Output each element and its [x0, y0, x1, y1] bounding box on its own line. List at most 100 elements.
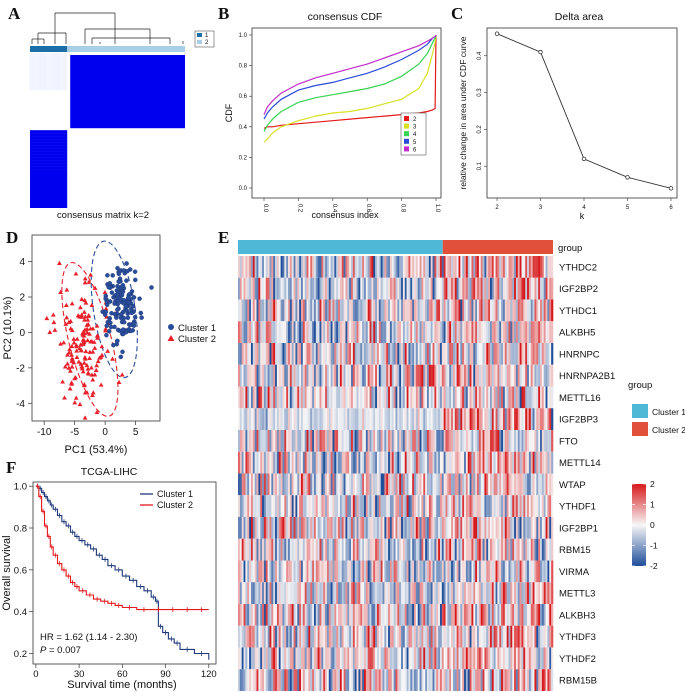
heatmap-cell: [547, 473, 550, 496]
heatmap-cell: [288, 408, 291, 430]
heatmap-cell: [536, 343, 539, 365]
heatmap-cell: [271, 451, 274, 474]
heatmap-cell: [527, 364, 530, 387]
heatmap-cell: [332, 386, 335, 409]
heatmap-cell: [280, 408, 283, 430]
heatmap-cell: [545, 386, 548, 409]
heatmap-cell: [506, 408, 509, 430]
heatmap-cell: [271, 582, 274, 604]
heatmap-cell: [425, 364, 428, 387]
heatmap-cell: [525, 451, 528, 474]
heatmap-cell: [458, 256, 461, 278]
heatmap-cell: [484, 343, 487, 365]
heatmap-cell: [495, 517, 498, 539]
heatmap-cell: [306, 495, 309, 517]
heatmap-cell: [491, 256, 494, 278]
heatmap-cell: [402, 321, 406, 343]
heatmap-cell: [530, 647, 533, 670]
heatmap-cell: [538, 495, 541, 517]
heatmap-cell: [501, 386, 504, 409]
heatmap-cell: [443, 364, 446, 387]
pca-point-cluster2: [81, 360, 87, 365]
heatmap-cell: [317, 582, 320, 604]
heatmap-cell: [464, 343, 467, 365]
heatmap-cell: [249, 669, 252, 691]
heatmap-cell: [486, 538, 489, 561]
heatmap-cell: [256, 560, 259, 583]
heatmap-cell: [275, 582, 278, 604]
heatmap-cell: [378, 321, 381, 343]
heatmap-cell: [525, 604, 528, 626]
survival-y-tick-label: 0.2: [14, 649, 27, 660]
heatmap-cell: [351, 604, 354, 626]
heatmap-cell: [345, 582, 348, 604]
heatmap-cell: [530, 625, 533, 648]
heatmap-cell: [245, 647, 248, 670]
heatmap-cell: [417, 517, 420, 539]
heatmap-cell: [386, 582, 389, 604]
heatmap-cell: [351, 495, 354, 517]
heatmap-cell: [313, 473, 317, 496]
heatmap-cell: [239, 386, 242, 409]
heatmap-cell: [477, 364, 480, 387]
heatmap-cell: [352, 538, 356, 561]
heatmap-cell: [323, 604, 326, 626]
heatmap-cell: [360, 604, 363, 626]
heatmap-cell: [397, 364, 400, 387]
heatmap-cell: [515, 473, 519, 496]
heatmap-cell: [364, 473, 367, 496]
heatmap-cell: [375, 343, 378, 365]
heatmap-cell: [464, 560, 467, 583]
heatmap-cell: [369, 647, 372, 670]
pca-point-cluster1: [138, 310, 144, 316]
heatmap-cell: [501, 625, 504, 648]
heatmap-cell: [525, 277, 528, 300]
heatmap-cell: [547, 299, 550, 322]
heatmap-cell: [260, 386, 263, 409]
heatmap-cell: [488, 430, 491, 452]
heatmap-cell: [430, 538, 433, 561]
heatmap-cell: [528, 451, 532, 474]
heatmap-cell: [549, 582, 552, 604]
heatmap-cell: [423, 408, 426, 430]
heatmap-cell: [308, 582, 311, 604]
heatmap-cell: [493, 451, 496, 474]
heatmap-cell: [312, 451, 315, 474]
heatmap-cell: [456, 560, 459, 583]
heatmap-cell: [239, 582, 242, 604]
heatmap-cell: [254, 582, 257, 604]
heatmap-cell: [456, 343, 459, 365]
heatmap-cell: [258, 364, 261, 387]
pca-point-cluster1: [126, 295, 131, 300]
heatmap-cell: [360, 473, 363, 496]
heatmap-cell: [293, 277, 296, 300]
heatmap-cell: [488, 364, 491, 387]
pca-point-cluster1: [129, 310, 135, 316]
heatmap-cell: [417, 256, 420, 278]
heatmap-cell: [241, 625, 244, 648]
heatmap-cell: [319, 430, 322, 452]
heatmap-cell: [465, 277, 469, 300]
heatmap-cell: [312, 343, 315, 365]
heatmap-cell: [501, 604, 504, 626]
heatmap-cell: [297, 647, 300, 670]
heatmap-cell: [328, 669, 331, 691]
heatmap-cell: [447, 299, 450, 322]
heatmap-cell: [297, 538, 300, 561]
heatmap-cell: [323, 321, 326, 343]
heatmap-cell: [389, 495, 393, 517]
heatmap-cell: [339, 430, 343, 452]
heatmap-cell: [406, 430, 409, 452]
heatmap-cell: [484, 386, 487, 409]
heatmap-cell: [414, 386, 417, 409]
heatmap-cell: [315, 495, 318, 517]
heatmap-cell: [271, 604, 274, 626]
heatmap-cell: [477, 386, 480, 409]
heatmap-cell: [543, 560, 546, 583]
heatmap-cell: [460, 473, 463, 496]
heatmap-cell: [347, 299, 350, 322]
heatmap-cell: [427, 256, 430, 278]
heatmap-cell: [347, 538, 350, 561]
heatmap-cell: [551, 277, 554, 300]
heatmap-cell: [510, 364, 513, 387]
